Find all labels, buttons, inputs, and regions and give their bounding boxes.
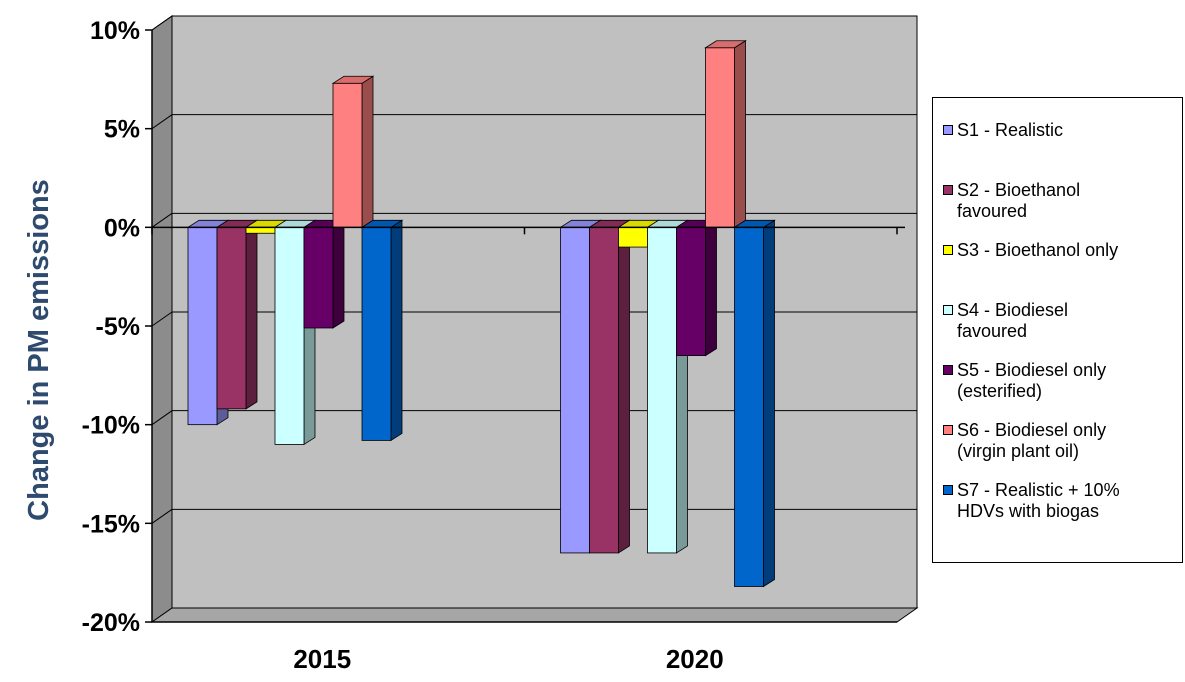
- floor: [150, 607, 919, 623]
- bar: [734, 226, 764, 587]
- bars: [186, 40, 776, 588]
- y-tick-label: -10%: [82, 412, 140, 440]
- bar: [676, 226, 706, 356]
- bar: [589, 226, 619, 554]
- gridline-side: [151, 212, 173, 228]
- bar: [560, 226, 590, 554]
- y-tick-label: -20%: [82, 609, 140, 637]
- gridline-side: [151, 410, 173, 426]
- legend-swatch: [943, 185, 953, 195]
- y-axis-title: Change in PM emissions: [23, 179, 55, 521]
- gridline-side: [151, 15, 173, 31]
- bar-side: [390, 219, 403, 442]
- legend-swatch: [943, 425, 953, 435]
- y-tick-label: -5%: [96, 313, 140, 341]
- bar: [216, 226, 247, 410]
- bar-side: [763, 219, 775, 588]
- gridline-side: [151, 508, 173, 524]
- legend: S1 - Realistic S2 - Bioethanol favoured S3 …: [932, 97, 1183, 563]
- x-tick-label: 2015: [293, 644, 351, 674]
- plot-area: [150, 15, 919, 623]
- bar: [245, 226, 276, 234]
- bar: [274, 226, 305, 445]
- bar: [647, 226, 677, 554]
- bar: [303, 226, 334, 329]
- bar-side: [361, 75, 374, 229]
- gridline-side: [151, 114, 173, 130]
- legend-label: S4 - Biodiesel favoured: [957, 300, 1069, 341]
- bar: [705, 47, 735, 228]
- legend-swatch: [943, 125, 953, 135]
- y-tick-label: 5%: [104, 116, 140, 144]
- bar-side: [332, 219, 345, 329]
- legend-swatch: [943, 485, 953, 495]
- bar: [187, 226, 218, 426]
- bar-side: [705, 219, 717, 357]
- bar-side: [245, 219, 258, 410]
- gridline-side: [151, 311, 173, 327]
- y-tick-label: 0%: [104, 214, 140, 242]
- bar: [618, 226, 648, 248]
- legend-swatch: [943, 305, 953, 315]
- legend-label: S7 - Realistic + 10% HDVs with biogas: [957, 480, 1120, 521]
- y-tick-label: 10%: [90, 17, 140, 45]
- axes: [145, 29, 905, 623]
- bar-side: [618, 219, 630, 554]
- bar-top: [704, 40, 747, 49]
- legend-label: S5 - Biodiesel only (esterified): [957, 360, 1107, 401]
- legend-label: S1 - Realistic: [957, 120, 1064, 140]
- legend-label: S6 - Biodiesel only (virgin plant oil): [957, 420, 1107, 461]
- legend-swatch: [943, 365, 953, 375]
- bar: [361, 226, 392, 441]
- y-tick-labels: 10% 5% 0% -5% -10% -15% -20%: [82, 17, 140, 637]
- legend-label: S2 - Bioethanol favoured: [957, 180, 1081, 221]
- bar-side: [734, 40, 746, 229]
- bar-top: [331, 75, 375, 84]
- x-tick-label: 2020: [666, 644, 724, 674]
- legend-label: S3 - Bioethanol only: [957, 240, 1119, 260]
- bar: [332, 82, 363, 228]
- legend-swatch: [943, 245, 953, 255]
- y-tick-label: -15%: [82, 510, 140, 538]
- x-tick-labels: 2015 2020: [293, 644, 723, 674]
- y-axis-title-container: Change in PM emissions: [23, 179, 55, 521]
